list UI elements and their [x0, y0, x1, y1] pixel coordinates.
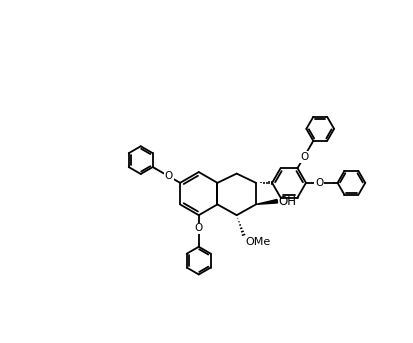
Text: OH: OH — [279, 195, 297, 208]
Text: O: O — [195, 223, 203, 233]
Polygon shape — [256, 200, 278, 204]
Text: OMe: OMe — [245, 237, 271, 247]
Text: O: O — [165, 171, 173, 181]
Text: O: O — [300, 152, 308, 162]
Text: O: O — [315, 178, 323, 188]
